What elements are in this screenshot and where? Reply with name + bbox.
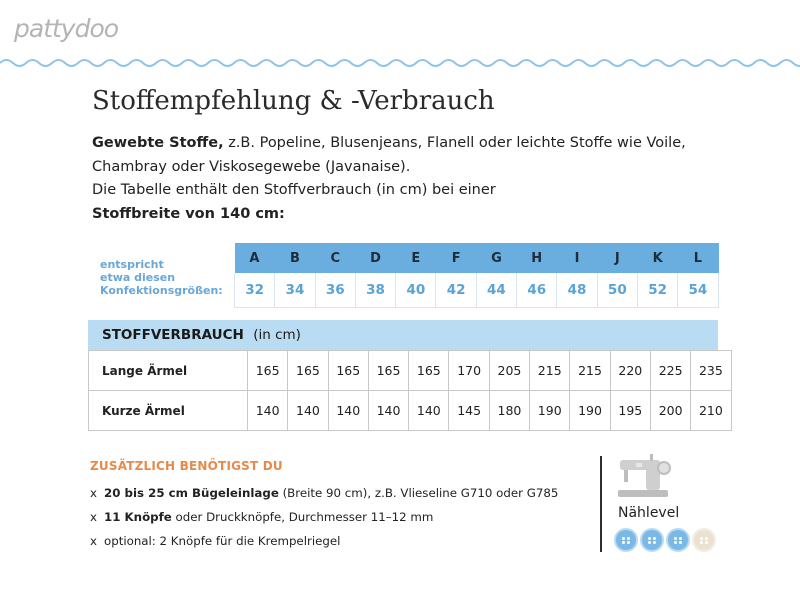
size-number-cell: 52 — [637, 273, 679, 308]
consumption-value-cell: 145 — [448, 390, 490, 431]
extras-item-marker: x — [90, 510, 97, 524]
extras-item-text: optional: 2 Knöpfe für die Krempelriegel — [104, 534, 341, 548]
intro-bold-fabric: Gewebte Stoffe, — [92, 135, 224, 151]
consumption-value-cell: 200 — [649, 390, 692, 431]
consumption-table: Lange Ärmel 165 165 165 165 165 170 205 215 215 22… — [88, 350, 732, 431]
size-letter-cell: F — [435, 243, 477, 273]
intro-fabric-width: Stoffbreite von 140 cm: — [92, 205, 285, 222]
consumption-row-label: Lange Ärmel — [88, 350, 248, 391]
consumption-row: Lange Ärmel 165 165 165 165 165 170 205 215 215 22… — [88, 350, 732, 391]
extras-item-marker: x — [90, 534, 97, 548]
size-letter-cell: J — [597, 243, 638, 273]
size-letter-cell: B — [274, 243, 316, 273]
extras-item-marker: x — [90, 486, 97, 500]
size-number-cell: 32 — [233, 273, 276, 308]
consumption-value-cell: 165 — [246, 350, 289, 391]
divider-line — [600, 456, 602, 552]
brand-logo: pattydoo — [14, 14, 119, 43]
consumption-value-cell: 140 — [327, 390, 369, 431]
level-button-empty-icon — [694, 530, 714, 550]
consumption-value-cell: 140 — [367, 390, 410, 431]
consumption-value-cell: 220 — [609, 350, 651, 391]
consumption-value-cell: 165 — [408, 350, 450, 391]
consumption-value-cell: 195 — [609, 390, 651, 431]
consumption-header-bold: STOFFVERBRAUCH — [102, 327, 244, 343]
sewing-level-indicator — [616, 530, 714, 550]
size-label-line3: Konfektionsgrößen: — [100, 284, 223, 297]
sewing-level-label: Nählevel — [618, 505, 680, 521]
consumption-value-cell: 140 — [287, 390, 329, 431]
level-button-filled-icon — [642, 530, 662, 550]
intro-fabric-text: z.B. Popeline, Blusenjeans, Flanell oder… — [92, 135, 686, 175]
consumption-value-cell: 140 — [408, 390, 450, 431]
consumption-value-cell: 190 — [569, 390, 611, 431]
consumption-header-label: STOFFVERBRAUCH (in cm) — [102, 320, 301, 350]
size-number-cell: 50 — [597, 273, 638, 308]
sewing-machine-icon — [618, 454, 671, 497]
consumption-header: STOFFVERBRAUCH (in cm) — [88, 320, 718, 350]
extras-item-text: (Breite 90 cm), z.B. Vlieseline G710 ode… — [278, 486, 559, 500]
size-number-cell: 44 — [476, 273, 518, 308]
extras-item: x 20 bis 25 cm Bügeleinlage (Breite 90 cm… — [90, 481, 558, 505]
size-label-line1: entspricht — [100, 258, 164, 271]
extras-item-bold: 20 bis 25 cm Bügeleinlage — [104, 486, 279, 500]
consumption-row-label: Kurze Ärmel — [88, 390, 248, 431]
intro-text: Gewebte Stoffe, z.B. Popeline, Blusenjea… — [92, 132, 732, 226]
extras-item: x 11 Knöpfe oder Druckknöpfe, Durchmesser… — [90, 505, 558, 529]
size-number-cell: 38 — [355, 273, 397, 308]
size-number-cell: 46 — [516, 273, 558, 308]
extras-item-text: oder Druckknöpfe, Durchmesser 11–12 mm — [171, 510, 434, 524]
size-number-cell: 40 — [395, 273, 437, 308]
consumption-value-cell: 170 — [448, 350, 490, 391]
size-number-cell: 54 — [677, 273, 719, 308]
level-button-filled-icon — [616, 530, 636, 550]
consumption-value-cell: 215 — [569, 350, 611, 391]
page-title: Stoffempfehlung & -Verbrauch — [92, 86, 495, 116]
size-label-line2: etwa diesen — [100, 271, 176, 284]
consumption-value-cell: 165 — [327, 350, 369, 391]
extras-item: x optional: 2 Knöpfe für die Krempelriege… — [90, 529, 558, 553]
size-correspondence-label: entspricht etwa diesen Konfektionsgrößen… — [100, 258, 235, 297]
intro-table-text: Die Tabelle enthält den Stoffverbrauch (… — [92, 182, 496, 198]
consumption-value-cell: 225 — [649, 350, 692, 391]
consumption-value-cell: 205 — [488, 350, 531, 391]
consumption-value-cell: 165 — [287, 350, 329, 391]
consumption-value-cell: 215 — [529, 350, 571, 391]
size-letter-cell: A — [234, 243, 276, 273]
wave-divider — [0, 59, 800, 67]
consumption-value-cell: 180 — [488, 390, 531, 431]
size-letter-cell: K — [637, 243, 679, 273]
size-number-cell: 36 — [315, 273, 356, 308]
consumption-row: Kurze Ärmel 140 140 140 140 140 145 180 190 190 19… — [88, 390, 732, 431]
consumption-header-unit: (in cm) — [253, 327, 301, 343]
extras-list: x 20 bis 25 cm Bügeleinlage (Breite 90 cm… — [90, 481, 558, 553]
consumption-value-cell: 190 — [529, 390, 571, 431]
size-letter-cell: E — [395, 243, 437, 273]
level-button-filled-icon — [668, 530, 688, 550]
extras-item-bold: 11 Knöpfe — [104, 510, 172, 524]
consumption-value-cell: 165 — [367, 350, 410, 391]
size-number-cell: 34 — [274, 273, 316, 308]
size-number-cell: 48 — [556, 273, 598, 308]
extras-title: ZUSÄTZLICH BENÖTIGST DU — [90, 459, 283, 473]
size-number-cell: 42 — [435, 273, 477, 308]
size-letter-cell: H — [516, 243, 558, 273]
size-letter-cell: C — [315, 243, 356, 273]
size-letter-cell: L — [677, 243, 719, 273]
size-number-row: 32 34 36 38 40 42 44 46 48 50 52 54 — [233, 273, 719, 308]
consumption-value-cell: 235 — [690, 350, 732, 391]
consumption-value-cell: 140 — [246, 390, 289, 431]
size-letter-cell: D — [355, 243, 397, 273]
consumption-value-cell: 210 — [690, 390, 732, 431]
size-letter-cell: G — [476, 243, 518, 273]
size-letter-cell: I — [556, 243, 598, 273]
